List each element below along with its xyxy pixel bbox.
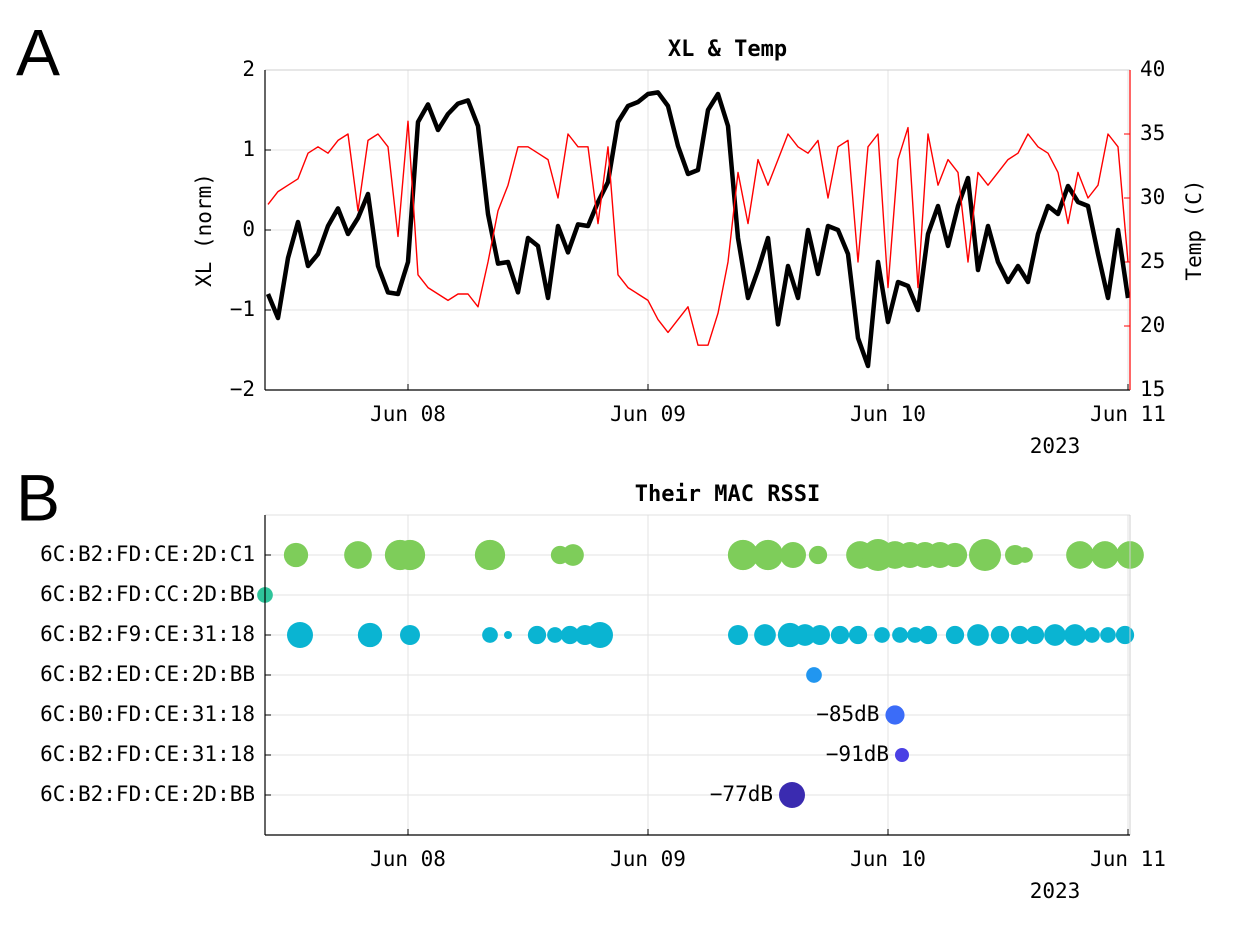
rssi-bubble	[357, 622, 383, 648]
y-tick-label: 6C:B2:F9:CE:31:18	[40, 622, 255, 646]
rssi-bubble	[942, 542, 968, 568]
rssi-bubble	[1100, 627, 1116, 643]
rssi-bubble	[1010, 625, 1030, 645]
x-tick-label: Jun 10	[850, 847, 926, 871]
rssi-bubble	[895, 748, 909, 762]
rssi-bubble	[885, 705, 905, 725]
y2-tick-label: 30	[1140, 185, 1165, 209]
rssi-label: −91dB	[826, 742, 889, 766]
rssi-bubble	[1017, 547, 1033, 563]
rssi-bubble	[907, 627, 923, 643]
rssi-bubble	[945, 625, 965, 645]
rssi-bubble	[283, 542, 309, 568]
rssi-bubble	[779, 782, 805, 808]
y-tick-label: 1	[242, 137, 255, 161]
rssi-bubble	[830, 625, 850, 645]
x-tick-label: Jun 10	[850, 402, 926, 426]
rssi-bubble	[918, 625, 938, 645]
x-tick-label: Jun 09	[610, 402, 686, 426]
rssi-bubble	[794, 624, 816, 646]
y-tick-label: −2	[230, 377, 255, 401]
rssi-bubble	[990, 625, 1010, 645]
x-year-label: 2023	[1030, 879, 1081, 903]
y2-tick-label: 15	[1140, 377, 1165, 401]
rssi-bubble	[806, 667, 822, 683]
rssi-bubble	[482, 627, 498, 643]
chart-title: XL & Temp	[668, 37, 787, 62]
y-tick-label: 6C:B2:FD:CE:2D:C1	[40, 542, 255, 566]
y-tick-label: 6C:B2:FD:CE:31:18	[40, 742, 255, 766]
rssi-bubble	[1044, 624, 1066, 646]
y-tick-label: 0	[242, 217, 255, 241]
rssi-bubble	[394, 539, 426, 571]
rssi-bubble	[1066, 541, 1094, 569]
x-tick-label: Jun 11	[1090, 402, 1166, 426]
rssi-bubble	[967, 624, 989, 646]
y-tick-label: 6C:B2:FD:CE:2D:BB	[40, 782, 255, 806]
x-tick-label: Jun 08	[370, 402, 446, 426]
x-tick-label: Jun 08	[370, 847, 446, 871]
y-tick-label: 2	[242, 57, 255, 81]
x-tick-label: Jun 09	[610, 847, 686, 871]
rssi-bubble	[1025, 625, 1045, 645]
rssi-bubble	[1115, 625, 1135, 645]
rssi-bubble	[527, 625, 547, 645]
rssi-bubble	[754, 624, 776, 646]
panel-label: A	[16, 15, 60, 89]
chart-title: Their MAC RSSI	[635, 482, 820, 507]
rssi-bubble	[808, 545, 828, 565]
rssi-label: −85dB	[816, 702, 879, 726]
y2-tick-label: 25	[1140, 249, 1165, 273]
x-tick-label: Jun 11	[1090, 847, 1166, 871]
temp-line	[267, 120, 1129, 346]
rssi-bubble	[780, 542, 806, 568]
y-tick-label: 6C:B2:ED:CE:2D:BB	[40, 662, 255, 686]
y-tick-label: 6C:B0:FD:CE:31:18	[40, 702, 255, 726]
rssi-bubble	[547, 627, 563, 643]
rssi-label: −77dB	[710, 782, 773, 806]
rssi-bubble	[474, 539, 506, 571]
x-year-label: 2023	[1030, 434, 1081, 458]
xl-line	[265, 90, 1131, 369]
rssi-bubble	[560, 625, 580, 645]
rssi-bubble	[562, 544, 584, 566]
rssi-bubble	[287, 622, 313, 648]
y-tick-label: −1	[230, 297, 255, 321]
rssi-bubble	[969, 539, 1001, 571]
rssi-bubble	[400, 625, 420, 645]
y2-tick-label: 40	[1140, 57, 1165, 81]
y2-tick-label: 35	[1140, 121, 1165, 145]
rssi-bubble	[1064, 624, 1086, 646]
rssi-bubble	[752, 539, 784, 571]
rssi-bubble	[587, 622, 613, 648]
rssi-bubble	[728, 625, 748, 645]
panel-label: B	[16, 460, 60, 534]
rssi-bubble	[727, 539, 759, 571]
rssi-bubble	[1091, 541, 1119, 569]
y-axis-label: XL (norm)	[192, 173, 216, 287]
y2-axis-label: Temp (C)	[1182, 179, 1206, 280]
rssi-bubble	[874, 627, 890, 643]
rssi-bubble	[810, 625, 830, 645]
y-tick-label: 6C:B2:FD:CC:2D:BB	[40, 582, 255, 606]
y2-tick-label: 20	[1140, 313, 1165, 337]
rssi-bubble	[848, 625, 868, 645]
rssi-bubble	[504, 631, 512, 639]
rssi-bubble	[344, 541, 372, 569]
rssi-bubble	[892, 627, 908, 643]
rssi-bubble	[1084, 627, 1100, 643]
